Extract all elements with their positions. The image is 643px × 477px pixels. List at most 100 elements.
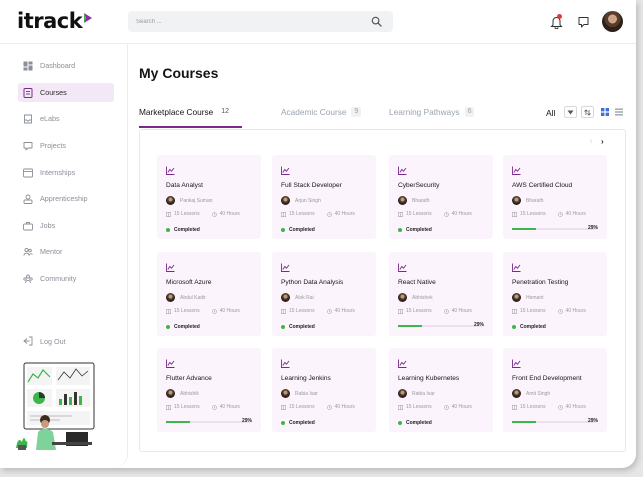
sidebar-item-internships[interactable]: Internships bbox=[18, 163, 114, 182]
author-avatar bbox=[166, 389, 175, 398]
course-author: Hemant bbox=[512, 293, 544, 302]
course-card[interactable]: Data Analyst Pankaj Suman 15 Lessons 40 Hou… bbox=[157, 155, 261, 239]
author-name: Hemant bbox=[526, 294, 544, 301]
grid-view-icon[interactable] bbox=[601, 108, 609, 116]
clock-icon bbox=[443, 211, 449, 217]
course-card[interactable]: Learning Kubernetes Rabia Isar 15 Lessons 4… bbox=[389, 348, 493, 432]
hours-count: 40 Hours bbox=[443, 404, 472, 410]
book-icon bbox=[281, 211, 286, 217]
user-avatar[interactable] bbox=[602, 11, 623, 32]
search-icon[interactable] bbox=[371, 16, 382, 27]
author-avatar bbox=[512, 293, 521, 302]
list-view-icon[interactable] bbox=[615, 108, 623, 116]
notification-badge bbox=[557, 14, 562, 19]
sidebar-item-projects[interactable]: Projects bbox=[18, 136, 114, 155]
chat-icon[interactable] bbox=[577, 15, 590, 29]
sidebar-item-label: Apprenticeship bbox=[40, 194, 88, 203]
course-chart-icon bbox=[166, 263, 175, 272]
sidebar-item-mentor[interactable]: Mentor bbox=[18, 242, 114, 261]
hours-label: 40 Hours bbox=[334, 211, 355, 217]
sidebar-item-community[interactable]: Community bbox=[18, 269, 114, 288]
hours-count: 40 Hours bbox=[326, 211, 355, 217]
logo-arrow-icon bbox=[84, 13, 92, 23]
course-card[interactable]: Penetration Testing Hemant 15 Lessons 40 Ho… bbox=[503, 252, 607, 336]
course-card[interactable]: React Native Abhishek 15 Lessons 40 Hours 29… bbox=[389, 252, 493, 336]
course-card[interactable]: CyberSecurity Bharath 15 Lessons 40 Hours Co… bbox=[389, 155, 493, 239]
internships-icon bbox=[23, 168, 33, 177]
author-avatar bbox=[512, 389, 521, 398]
course-meta: 15 Lessons 40 Hours bbox=[398, 404, 472, 410]
app-window: itrack Dashboard bbox=[0, 0, 636, 468]
hours-label: 40 Hours bbox=[219, 308, 240, 314]
author-name: Arjun Singh bbox=[295, 197, 321, 204]
course-meta: 15 Lessons 40 Hours bbox=[281, 211, 355, 217]
lessons-label: 15 Lessons bbox=[520, 308, 546, 314]
sidebar-item-elabs[interactable]: eLabs bbox=[18, 109, 114, 128]
course-card[interactable]: Flutter Advance Abhishik 15 Lessons 40 Hour… bbox=[157, 348, 261, 432]
lessons-count: 15 Lessons bbox=[166, 211, 200, 217]
projects-icon bbox=[23, 141, 33, 150]
author-avatar bbox=[398, 293, 407, 302]
sidebar-item-courses[interactable]: Courses bbox=[18, 83, 114, 102]
progress-bar bbox=[512, 228, 596, 230]
lessons-count: 15 Lessons bbox=[281, 404, 315, 410]
course-card[interactable]: Full Stack Developer Arjun Singh 15 Lesson… bbox=[272, 155, 376, 239]
status-dot bbox=[512, 325, 516, 329]
course-status: Completed bbox=[166, 227, 200, 233]
tab-marketplace-course[interactable]: Marketplace Course 12 bbox=[139, 107, 232, 117]
course-author: Alok Rai bbox=[281, 293, 314, 302]
hours-count: 40 Hours bbox=[211, 404, 240, 410]
lessons-label: 15 Lessons bbox=[289, 211, 315, 217]
status-label: Completed bbox=[174, 324, 200, 330]
sidebar-item-apprenticeship[interactable]: Apprenticeship bbox=[18, 189, 114, 208]
lessons-count: 15 Lessons bbox=[281, 308, 315, 314]
logo[interactable]: itrack bbox=[17, 9, 83, 33]
course-chart-icon bbox=[166, 166, 175, 175]
course-status: Completed bbox=[398, 420, 432, 426]
course-card[interactable]: AWS Certified Cloud Bharath 15 Lessons 40 H… bbox=[503, 155, 607, 239]
book-icon bbox=[512, 404, 517, 410]
lessons-count: 15 Lessons bbox=[398, 404, 432, 410]
course-meta: 15 Lessons 40 Hours bbox=[166, 211, 240, 217]
author-avatar bbox=[281, 196, 290, 205]
sort-button[interactable] bbox=[581, 106, 594, 118]
tab-label: Academic Course bbox=[281, 107, 347, 117]
hours-label: 40 Hours bbox=[451, 404, 472, 410]
course-meta: 15 Lessons 40 Hours bbox=[512, 308, 586, 314]
progress-fill bbox=[398, 325, 423, 327]
author-name: Pankaj Suman bbox=[180, 197, 213, 204]
search-bar bbox=[128, 11, 393, 32]
filter-label: All bbox=[546, 108, 556, 118]
search-input[interactable] bbox=[136, 14, 356, 29]
course-author: Bharath bbox=[512, 196, 544, 205]
prev-page-button[interactable]: ‹ bbox=[590, 138, 593, 145]
course-title: Front End Development bbox=[512, 375, 582, 382]
course-card[interactable]: Microsoft Azure Abdul Kadir 15 Lessons 40 H… bbox=[157, 252, 261, 336]
tab-learning-pathways[interactable]: Learning Pathways 6 bbox=[389, 107, 475, 117]
filter-dropdown-button[interactable] bbox=[564, 106, 577, 118]
author-name: Alok Rai bbox=[295, 294, 314, 301]
clock-icon bbox=[326, 404, 332, 410]
book-icon bbox=[166, 404, 171, 410]
tab-academic-course[interactable]: Academic Course 9 bbox=[281, 107, 362, 117]
active-tab-indicator bbox=[139, 126, 242, 128]
course-card[interactable]: Learning Jenkins Rabia Isar 15 Lessons 40 H… bbox=[272, 348, 376, 432]
sidebar-item-dashboard[interactable]: Dashboard bbox=[18, 56, 114, 75]
logout-button[interactable]: Log Out bbox=[18, 336, 66, 346]
next-page-button[interactable]: › bbox=[601, 137, 604, 146]
progress-bar bbox=[166, 421, 250, 423]
hours-label: 40 Hours bbox=[451, 308, 472, 314]
sidebar-item-jobs[interactable]: Jobs bbox=[18, 216, 114, 235]
book-icon bbox=[512, 211, 517, 217]
sidebar-item-label: Jobs bbox=[40, 221, 56, 230]
author-name: Bharath bbox=[526, 197, 544, 204]
lessons-count: 15 Lessons bbox=[166, 404, 200, 410]
course-card[interactable]: Front End Development Amit Singh 15 Lesson… bbox=[503, 348, 607, 432]
course-meta: 15 Lessons 40 Hours bbox=[398, 211, 472, 217]
courses-icon bbox=[23, 87, 33, 98]
course-card[interactable]: Python Data Analysis Alok Rai 15 Lessons 40… bbox=[272, 252, 376, 336]
sidebar: Dashboard Courses eLabs Projects bbox=[0, 44, 128, 468]
jobs-icon bbox=[23, 221, 33, 230]
course-status: Completed bbox=[512, 324, 546, 330]
sidebar-item-label: eLabs bbox=[40, 114, 60, 123]
